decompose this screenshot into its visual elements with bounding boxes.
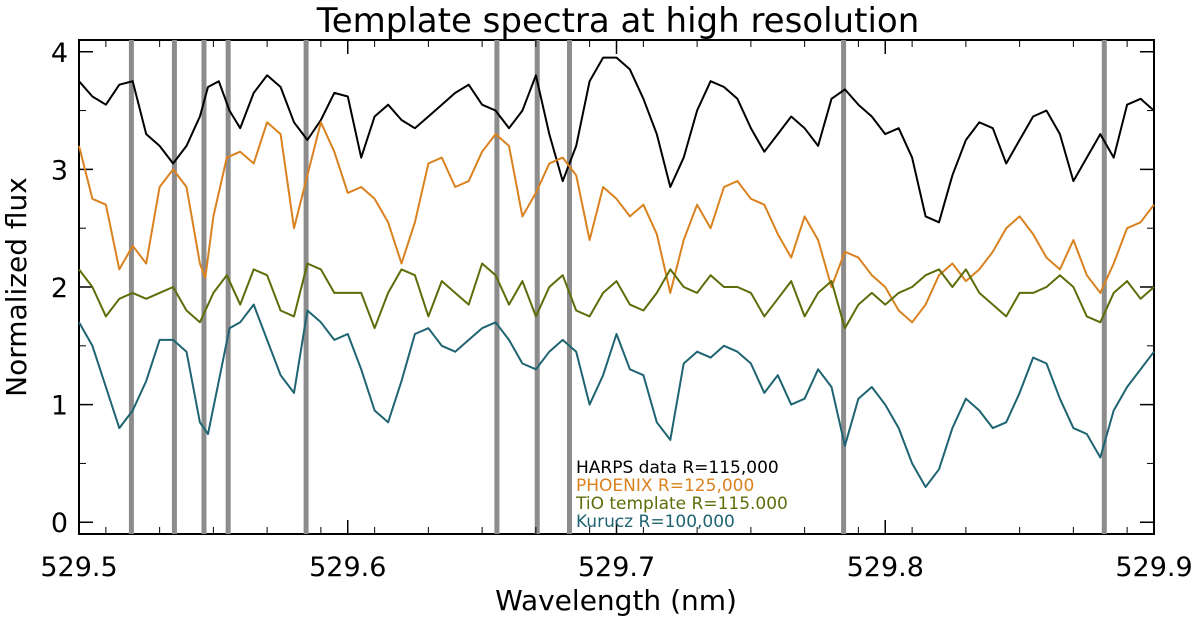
x-tick-label: 529.8 bbox=[847, 552, 924, 583]
x-axis-label: Wavelength (nm) bbox=[495, 584, 737, 617]
series-lines bbox=[78, 56, 1155, 488]
legend-entry-phoenix: PHOENIX R=125,000 bbox=[576, 476, 754, 496]
legend-entry-kurucz: Kurucz R=100,000 bbox=[576, 512, 735, 532]
legend-entry-harps: HARPS data R=115,000 bbox=[576, 458, 779, 478]
series-line-kurucz bbox=[78, 303, 1155, 488]
x-tick-label: 529.5 bbox=[40, 552, 117, 583]
x-tick-label: 529.9 bbox=[1115, 552, 1192, 583]
y-tick-label: 4 bbox=[51, 38, 68, 69]
series-line-tio bbox=[78, 262, 1155, 330]
y-tick-label: 2 bbox=[51, 273, 68, 304]
legend-entry-tio: TiO template R=115.000 bbox=[575, 494, 788, 514]
y-tick-label: 3 bbox=[51, 155, 68, 186]
axis-ticks: 529.5 529.6 529.7 529.8 529.9 0 1 2 3 4 bbox=[40, 38, 1192, 583]
y-tick-label: 1 bbox=[51, 391, 68, 422]
chart-title: Template spectra at high resolution bbox=[316, 1, 920, 41]
reference-lines bbox=[128, 40, 1107, 534]
y-tick-label: 0 bbox=[51, 508, 68, 539]
x-tick-label: 529.7 bbox=[578, 552, 655, 583]
x-tick-label: 529.6 bbox=[309, 552, 386, 583]
series-line-harps bbox=[78, 56, 1155, 224]
legend: HARPS data R=115,000 PHOENIX R=125,000 T… bbox=[575, 458, 788, 532]
series-line-phoenix bbox=[78, 121, 1155, 324]
y-axis-label: Normalized flux bbox=[0, 177, 33, 397]
